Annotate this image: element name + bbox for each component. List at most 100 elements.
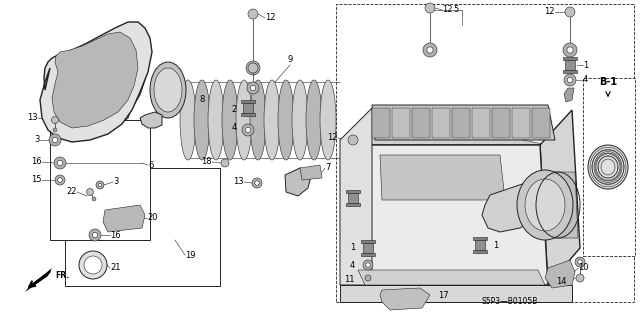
Circle shape [53, 128, 57, 132]
Polygon shape [340, 285, 572, 302]
Circle shape [576, 274, 584, 282]
Polygon shape [473, 237, 487, 240]
Text: 19: 19 [185, 250, 195, 259]
Circle shape [96, 181, 104, 189]
Circle shape [221, 159, 229, 167]
Circle shape [248, 63, 258, 73]
Ellipse shape [320, 80, 336, 160]
Text: 18: 18 [202, 158, 212, 167]
Polygon shape [475, 240, 485, 250]
Polygon shape [241, 100, 255, 103]
Polygon shape [355, 145, 548, 285]
Circle shape [51, 116, 58, 123]
Ellipse shape [79, 251, 107, 279]
Ellipse shape [180, 80, 196, 160]
Text: 6: 6 [148, 160, 154, 169]
Ellipse shape [150, 62, 186, 118]
Circle shape [98, 183, 102, 187]
Circle shape [92, 232, 98, 238]
Circle shape [567, 77, 573, 83]
Circle shape [86, 189, 93, 196]
Polygon shape [140, 112, 162, 128]
Circle shape [92, 197, 96, 201]
Circle shape [242, 124, 254, 136]
Circle shape [365, 263, 371, 267]
Ellipse shape [222, 80, 238, 160]
Circle shape [58, 160, 63, 166]
Circle shape [248, 9, 258, 19]
Circle shape [54, 157, 66, 169]
Text: 15: 15 [31, 175, 42, 184]
Circle shape [52, 137, 58, 143]
Text: 12: 12 [265, 13, 275, 23]
Text: FR.: FR. [55, 271, 69, 279]
Polygon shape [300, 165, 322, 180]
Text: 22: 22 [67, 188, 77, 197]
Polygon shape [365, 110, 548, 285]
Text: 4: 4 [349, 262, 355, 271]
Circle shape [564, 74, 576, 86]
Circle shape [58, 178, 62, 182]
Ellipse shape [250, 80, 266, 160]
Polygon shape [372, 105, 555, 140]
Bar [65, 168, 220, 286]
Text: 9: 9 [287, 56, 292, 64]
Polygon shape [340, 108, 372, 285]
Polygon shape [545, 260, 575, 288]
Text: 3: 3 [113, 177, 118, 187]
Polygon shape [355, 145, 548, 285]
Text: 1: 1 [493, 241, 499, 249]
Ellipse shape [590, 147, 626, 187]
Bar [50, 120, 150, 240]
Bar [336, 4, 634, 302]
Ellipse shape [236, 80, 252, 160]
Ellipse shape [208, 80, 224, 160]
Polygon shape [358, 270, 545, 285]
Circle shape [89, 229, 101, 241]
Polygon shape [473, 250, 487, 253]
Text: 1: 1 [349, 243, 355, 253]
Circle shape [565, 7, 575, 17]
Polygon shape [412, 108, 430, 138]
Circle shape [427, 47, 433, 53]
Circle shape [423, 43, 437, 57]
Circle shape [365, 275, 371, 281]
Text: 4: 4 [232, 123, 237, 132]
Text: 1: 1 [583, 61, 588, 70]
Text: 16: 16 [31, 158, 42, 167]
Polygon shape [540, 110, 580, 285]
Circle shape [563, 43, 577, 57]
Circle shape [575, 257, 585, 267]
Polygon shape [241, 113, 255, 116]
Text: 21: 21 [110, 263, 120, 272]
Text: 3: 3 [35, 136, 40, 145]
Text: 13: 13 [28, 114, 38, 122]
Polygon shape [565, 60, 575, 70]
Text: 12: 12 [442, 5, 452, 14]
Polygon shape [563, 70, 577, 73]
Ellipse shape [154, 68, 182, 112]
Text: 7: 7 [325, 164, 330, 173]
Text: B-1: B-1 [599, 77, 617, 87]
Circle shape [55, 175, 65, 185]
Ellipse shape [264, 80, 280, 160]
Circle shape [578, 260, 582, 264]
Circle shape [246, 61, 260, 75]
Polygon shape [563, 57, 577, 60]
Polygon shape [25, 268, 52, 292]
Text: 5: 5 [453, 5, 458, 14]
Ellipse shape [525, 179, 565, 231]
Circle shape [363, 260, 373, 270]
Polygon shape [540, 172, 578, 238]
Polygon shape [346, 203, 360, 206]
Polygon shape [40, 22, 152, 142]
Polygon shape [346, 190, 360, 193]
Polygon shape [472, 108, 490, 138]
Circle shape [425, 3, 435, 13]
Ellipse shape [84, 256, 102, 274]
Text: 12: 12 [328, 133, 338, 143]
Polygon shape [348, 193, 358, 203]
Polygon shape [532, 108, 550, 138]
Text: 10: 10 [578, 263, 589, 272]
Polygon shape [103, 205, 145, 232]
